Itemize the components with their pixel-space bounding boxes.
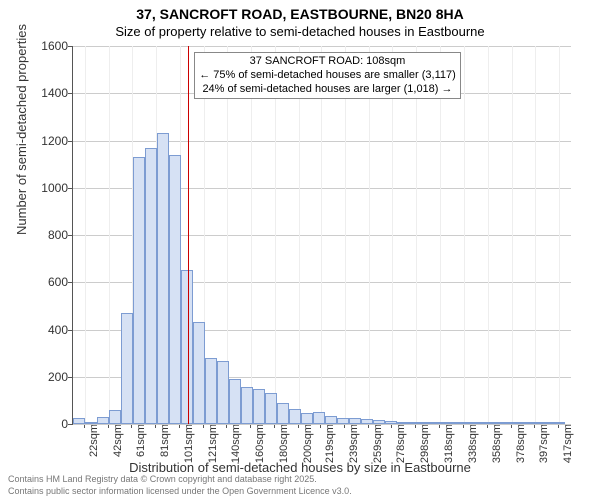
chart-plot-area: 37 SANCROFT ROAD: 108sqm ← 75% of semi-d… <box>72 46 571 425</box>
ytick-label: 1200 <box>8 134 68 148</box>
histogram-bar <box>481 422 493 424</box>
histogram-bar <box>361 419 373 424</box>
annotation-line1: 37 SANCROFT ROAD: 108sqm <box>199 55 456 69</box>
annotation-line2: ← 75% of semi-detached houses are smalle… <box>199 69 456 83</box>
gridline-h <box>73 424 571 425</box>
ytick-label: 600 <box>8 275 68 289</box>
histogram-bar <box>445 422 457 424</box>
histogram-bar <box>421 422 433 424</box>
histogram-bar <box>457 422 469 424</box>
histogram-bar <box>517 422 529 424</box>
histogram-bar <box>337 418 349 424</box>
histogram-bar <box>157 133 169 424</box>
histogram-bar <box>169 155 181 424</box>
histogram-bar <box>505 422 517 424</box>
histogram-bar <box>109 410 121 424</box>
annotation-box: 37 SANCROFT ROAD: 108sqm ← 75% of semi-d… <box>194 52 461 99</box>
histogram-bar <box>493 422 505 424</box>
histogram-bar <box>289 409 301 424</box>
page: 37, SANCROFT ROAD, EASTBOURNE, BN20 8HA … <box>0 0 600 500</box>
histogram-bar <box>181 270 193 424</box>
histogram-bar <box>121 313 133 424</box>
footer-line1: Contains HM Land Registry data © Crown c… <box>8 474 317 484</box>
histogram-bar <box>409 422 421 424</box>
ytick-label: 200 <box>8 370 68 384</box>
histogram-bar <box>217 361 229 424</box>
ytick-label: 400 <box>8 323 68 337</box>
x-axis-label: Distribution of semi-detached houses by … <box>0 460 600 475</box>
footer-line2: Contains public sector information licen… <box>8 486 352 496</box>
annotation-line3: 24% of semi-detached houses are larger (… <box>199 83 456 97</box>
histogram-bar <box>265 393 277 424</box>
histogram-bar <box>529 422 541 424</box>
histogram-bar <box>133 157 145 424</box>
histogram-bar <box>385 421 397 424</box>
histogram-bar <box>229 379 241 424</box>
histogram-bar <box>313 412 325 424</box>
histogram-bar <box>325 416 337 424</box>
histogram-bar <box>97 417 109 424</box>
page-title: 37, SANCROFT ROAD, EASTBOURNE, BN20 8HA <box>0 6 600 22</box>
histogram-bar <box>85 422 97 424</box>
ytick-label: 1400 <box>8 86 68 100</box>
histogram-bar <box>433 422 445 424</box>
histogram-bar <box>205 358 217 424</box>
histogram-bar <box>277 403 289 424</box>
histogram-bar <box>349 418 361 424</box>
histogram-bar <box>193 322 205 424</box>
histogram-bar <box>469 422 481 424</box>
ytick-label: 1000 <box>8 181 68 195</box>
histogram-bar <box>373 420 385 424</box>
histogram-bar <box>541 422 553 424</box>
histogram-bars <box>73 46 571 424</box>
marker-line <box>188 46 189 424</box>
histogram-bar <box>145 148 157 424</box>
page-subtitle: Size of property relative to semi-detach… <box>0 24 600 39</box>
ytick-label: 0 <box>8 417 68 431</box>
histogram-bar <box>397 422 409 424</box>
histogram-bar <box>553 422 565 424</box>
histogram-bar <box>301 413 313 424</box>
histogram-bar <box>73 418 85 424</box>
histogram-bar <box>253 389 265 424</box>
ytick-label: 800 <box>8 228 68 242</box>
ytick-label: 1600 <box>8 39 68 53</box>
histogram-bar <box>241 387 253 424</box>
y-axis-label: Number of semi-detached properties <box>14 24 29 235</box>
